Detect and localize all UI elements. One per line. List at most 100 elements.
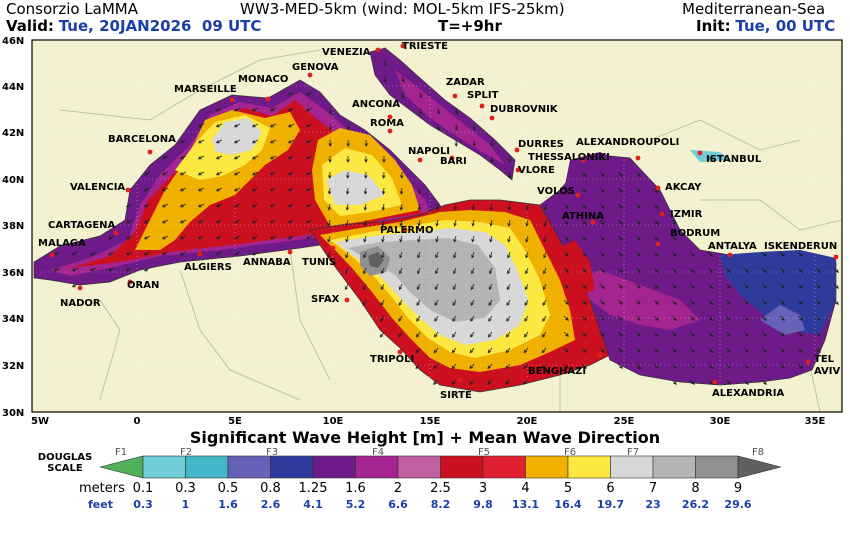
wave-arrow [287,139,295,144]
wave-arrow [761,283,767,289]
wave-arrow [215,171,223,176]
city-label: VOLOS [537,186,575,197]
wave-arrow [797,283,803,289]
wave-arrow [454,107,459,115]
wave-arrow [653,299,659,305]
wave-arrow [416,283,421,291]
wave-arrow [779,347,785,353]
force-label: F1 [115,448,127,458]
city-marker [580,157,586,163]
wave-arrow [380,283,385,291]
wave-arrow [725,363,731,369]
meters-value: 7 [648,481,658,496]
meters-value: 4 [521,481,530,496]
wave-arrow [269,187,277,192]
wave-arrow [381,219,385,227]
wave-arrow [671,283,677,289]
wave-arrow [524,299,529,306]
city-label: NADOR [60,298,101,309]
wave-arrow [506,267,511,275]
wave-arrow [653,267,659,273]
city-marker [659,211,665,217]
wave-arrow [635,235,641,241]
meters-value: 1.6 [345,481,366,496]
wave-arrow [599,187,605,193]
wave-arrow [125,219,133,224]
wave-arrow [417,235,421,243]
wave-arrow [617,235,623,241]
wave-arrow [797,347,803,353]
city-marker [402,227,408,233]
wave-arrow [305,107,313,112]
init-value: Tue, 00 UTC [735,17,836,35]
wave-arrow [779,331,785,337]
wave-arrow [233,187,241,192]
wave-arrow [71,283,79,288]
wave-arrow [433,379,439,385]
wave-arrow [488,267,493,275]
wave-arrow [471,219,475,227]
wave-arrow [779,363,785,369]
wave-arrow [635,187,641,193]
wave-arrow [197,139,205,144]
wave-arrow [635,171,641,177]
wave-arrow [215,155,223,160]
feet-value: 29.6 [724,498,752,511]
wave-arrow [305,139,313,144]
sea-east-magenta [580,270,700,330]
city-label: ANNABA [243,257,291,268]
wave-arrow [453,235,457,243]
wave-arrow [563,299,569,305]
city-label: THESSALONIKI [528,152,610,163]
wave-arrow [381,187,386,195]
wave-arrow [581,299,587,305]
wave-arrow [581,187,587,193]
wave-arrow [362,299,367,306]
wave-arrow [563,363,569,369]
city-label: ROMA [370,118,404,129]
wave-arrow [617,203,623,209]
wave-arrow [815,283,821,289]
lat-label: 44N [2,82,24,93]
wave-arrow [327,203,332,211]
wave-arrow [635,363,641,369]
wave-arrow [797,299,803,305]
city-label: ZADAR [446,77,485,88]
valid-value: Tue, 20JAN2026 09 UTC [58,17,262,35]
city-marker [590,219,596,225]
wave-arrow [490,155,494,163]
wave-arrow [383,75,387,83]
city-marker [655,241,661,247]
wave-arrow [617,347,623,353]
wave-arrow [269,123,277,128]
city-marker [479,103,485,109]
wave-arrow [161,187,169,192]
lat-label: 34N [2,314,24,325]
city-label: SIRTE [440,390,472,401]
feet-value: 16.4 [554,498,582,511]
wave-arrow [689,379,695,385]
wave-arrow [107,251,115,256]
wave-arrow [689,315,695,321]
wave-arrow [143,171,151,176]
legend-swatch [270,455,314,479]
wave-arrow [107,267,115,272]
lat-label: 46N [2,36,24,47]
wave-arrow [505,379,511,385]
force-label: F7 [627,448,639,458]
wave-arrow [287,187,295,192]
wave-arrow [508,155,512,163]
wave-arrow [53,267,61,272]
wave-arrow [671,267,677,273]
city-label: MARSEILLE [174,84,237,95]
wave-arrow [251,203,259,208]
city-label: AKCAY [665,182,702,193]
wave-arrow [251,123,259,128]
wave-arrow [779,283,785,289]
city-label: BODRUM [670,228,720,239]
city-label: BENGHAZI [528,366,586,377]
wave-arrow [653,219,659,225]
sea-east-red [555,240,595,295]
wave-arrow [635,267,641,273]
lat-label: 42N [2,128,24,139]
